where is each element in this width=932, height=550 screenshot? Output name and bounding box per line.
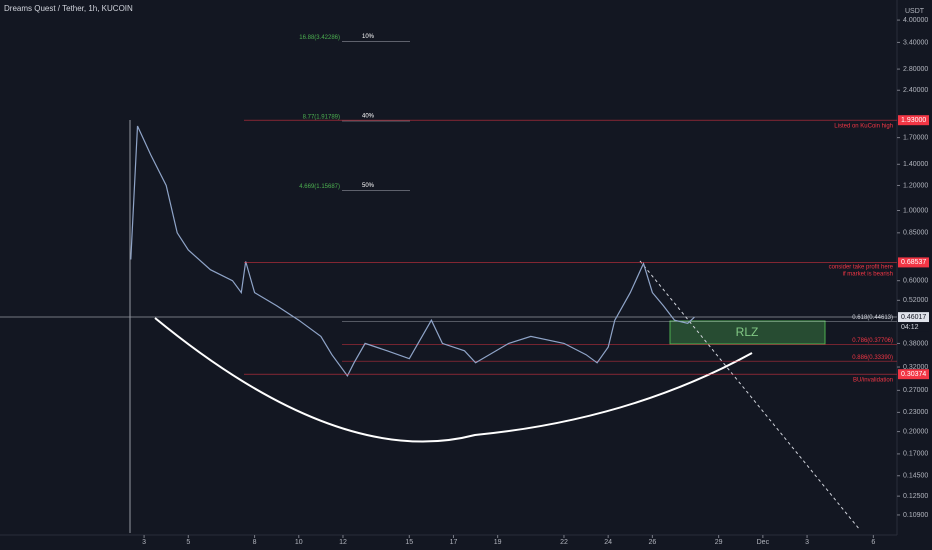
fib-target-label: 8.77(1.91789) <box>303 115 340 121</box>
x-tick-label: 26 <box>648 539 656 546</box>
price-tag-label: 0.46017 <box>901 314 926 321</box>
y-tick-label: 4.00000 <box>903 17 928 24</box>
x-tick-label: 19 <box>494 539 502 546</box>
y-tick-label: 1.40000 <box>903 161 928 168</box>
annotation: consider take profit here <box>829 265 894 271</box>
price-tag <box>898 257 929 268</box>
fib-target-label: 16.88(3.42286) <box>299 35 340 41</box>
price-tag <box>898 369 929 380</box>
x-tick-label: 22 <box>560 539 568 546</box>
fib-target-pct: 50% <box>362 183 375 189</box>
y-tick-label: 1.20000 <box>903 182 928 189</box>
annotation: if market is bearish <box>843 272 893 278</box>
y-tick-label: 0.17000 <box>903 451 928 458</box>
x-tick-label: 5 <box>186 539 190 546</box>
x-tick-label: 17 <box>450 539 458 546</box>
rounding-bottom-curve <box>154 317 753 443</box>
x-tick-label: Dec <box>757 539 770 546</box>
y-tick-label: 0.85000 <box>903 230 928 237</box>
y-tick-label: 0.20000 <box>903 428 928 435</box>
price-line <box>130 125 695 378</box>
x-tick-label: 6 <box>871 539 875 546</box>
fib-target-pct: 40% <box>362 114 375 120</box>
trend-line <box>639 260 861 531</box>
rlz-label: RLZ <box>736 325 759 339</box>
fib-target-pct: 10% <box>362 34 375 40</box>
price-tag-label: 1.93000 <box>901 117 926 124</box>
fib-level-label: 0.886(0.33390) <box>852 355 893 361</box>
y-tick-label: 1.00000 <box>903 207 928 214</box>
y-tick-label: 0.27000 <box>903 387 928 394</box>
x-tick-label: 15 <box>405 539 413 546</box>
x-tick-label: 3 <box>805 539 809 546</box>
price-tag <box>898 312 929 323</box>
y-tick-label: 2.40000 <box>903 87 928 94</box>
y-tick-label: 0.14500 <box>903 473 928 480</box>
y-tick-label: 0.38000 <box>903 340 928 347</box>
price-tag <box>898 115 929 126</box>
axis-unit: USDT <box>905 8 925 15</box>
y-tick-label: 2.80000 <box>903 66 928 73</box>
price-tag-label: 0.30374 <box>901 371 926 378</box>
y-tick-label: 0.10900 <box>903 512 928 519</box>
fib-level-label: 0.618(0.44613) <box>852 315 893 321</box>
y-tick-label: 0.52000 <box>903 297 928 304</box>
x-tick-label: 12 <box>339 539 347 546</box>
y-tick-label: 3.40000 <box>903 39 928 46</box>
y-tick-label: 0.12500 <box>903 493 928 500</box>
price-tag-label: 0.68537 <box>901 259 926 266</box>
fib-level-label: 0.786(0.37706) <box>852 338 893 344</box>
x-tick-label: 29 <box>715 539 723 546</box>
countdown: 04:12 <box>901 324 919 331</box>
x-tick-label: 24 <box>604 539 612 546</box>
y-tick-label: 0.60000 <box>903 278 928 285</box>
annotation: BU/invalidation <box>853 378 893 384</box>
y-tick-label: 0.23000 <box>903 409 928 416</box>
rlz-zone <box>669 320 826 345</box>
y-tick-label: 1.70000 <box>903 134 928 141</box>
fib-target-label: 4.669(1.15687) <box>299 184 340 190</box>
y-tick-label: 0.32000 <box>903 364 928 371</box>
x-tick-label: 10 <box>295 539 303 546</box>
x-tick-label: 8 <box>253 539 257 546</box>
countdown-bg <box>898 322 929 332</box>
x-tick-label: 3 <box>142 539 146 546</box>
chart-title: Dreams Quest / Tether, 1h, KUCOIN <box>4 4 133 13</box>
annotation: Listed on KuCoin high <box>834 124 893 130</box>
